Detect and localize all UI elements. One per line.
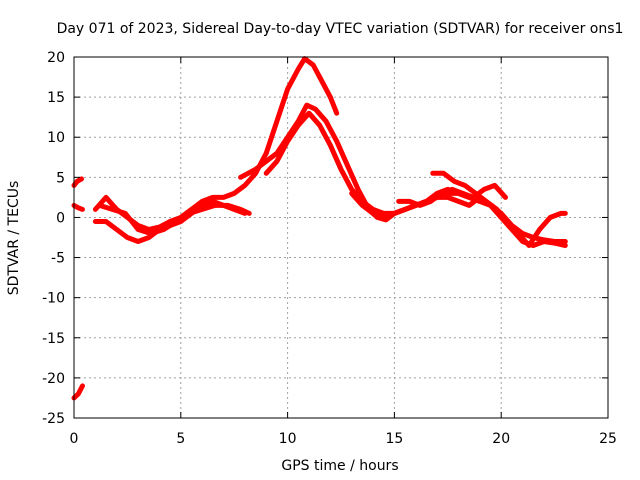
satellite-arc-2 xyxy=(71,176,84,188)
series-layer xyxy=(71,56,568,401)
ticks xyxy=(73,56,609,419)
x-tick-label: 15 xyxy=(385,431,403,447)
y-tick-label: 20 xyxy=(47,50,65,66)
x-tick-label: 20 xyxy=(492,431,510,447)
y-tick-label: -10 xyxy=(42,291,65,307)
y-tick-label: 10 xyxy=(47,130,65,146)
grid xyxy=(74,57,608,418)
y-tick-label: 5 xyxy=(56,170,65,186)
x-tick-label: 10 xyxy=(279,431,297,447)
x-axis-title: GPS time / hours xyxy=(281,458,398,474)
y-tick-label: -25 xyxy=(42,411,65,427)
satellite-arc-7 xyxy=(238,102,568,244)
satellite-arc-6 xyxy=(97,202,252,236)
tick-labels: 0 5 10 15 20 25 -25 -20 -15 -10 -5 0 5 10 15 20 xyxy=(42,50,617,447)
y-tick-label: -20 xyxy=(42,371,65,387)
x-tick-label: 25 xyxy=(599,431,617,447)
y-tick-label: -15 xyxy=(42,331,65,347)
x-tick-label: 0 xyxy=(70,431,79,447)
satellite-arc-11 xyxy=(396,182,508,208)
y-tick-label: 0 xyxy=(56,210,65,226)
plot-frame xyxy=(73,56,609,419)
x-tick-label: 5 xyxy=(176,431,185,447)
y-tick-label: 15 xyxy=(47,90,65,106)
y-tick-label: -5 xyxy=(51,251,65,267)
chart-title: Day 071 of 2023, Sidereal Day-to-day VTE… xyxy=(57,21,624,37)
satellite-arc-1 xyxy=(71,383,85,401)
satellite-arc-3 xyxy=(71,202,85,212)
satellite-arc-10 xyxy=(430,170,568,248)
y-axis-title: SDTVAR / TECUs xyxy=(6,181,22,296)
